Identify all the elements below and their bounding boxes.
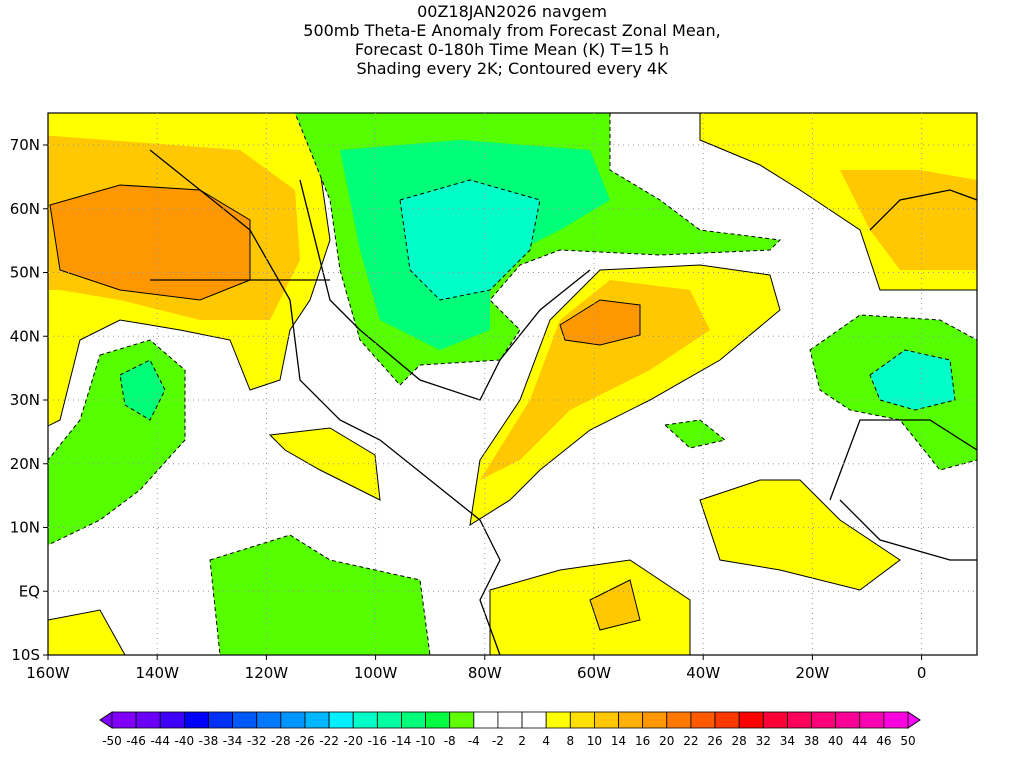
colorbar-label: 26 bbox=[707, 734, 722, 748]
colorbar-label: -2 bbox=[492, 734, 504, 748]
colorbar-swatch bbox=[859, 711, 885, 729]
gridlines bbox=[48, 113, 977, 655]
colorbar-label: 34 bbox=[780, 734, 795, 748]
colorbar-label: 46 bbox=[876, 734, 891, 748]
y-tick-label: EQ bbox=[19, 582, 40, 600]
colorbar-swatch bbox=[497, 711, 523, 729]
x-tick-label: 60W bbox=[577, 664, 611, 682]
colorbar-label: -14 bbox=[392, 734, 412, 748]
y-tick-label: 20N bbox=[10, 455, 40, 473]
colorbar-label: 44 bbox=[852, 734, 867, 748]
colorbar-label: -4 bbox=[468, 734, 480, 748]
map-frame bbox=[47, 112, 978, 656]
x-tick-label: 140W bbox=[135, 664, 179, 682]
y-axis: 70N 60N 50N 40N 30N 20N 10N EQ 10S bbox=[10, 136, 48, 664]
colorbar-label: 8 bbox=[566, 734, 574, 748]
y-tick-label: 70N bbox=[10, 136, 40, 154]
colorbar-swatch bbox=[352, 711, 378, 729]
colorbar-label: -8 bbox=[444, 734, 456, 748]
colorbar-swatch bbox=[811, 711, 837, 729]
colorbar-label: -34 bbox=[223, 734, 243, 748]
colorbar-label: -38 bbox=[199, 734, 219, 748]
colorbar-swatch bbox=[762, 711, 788, 729]
x-tick-label: 80W bbox=[468, 664, 502, 682]
colorbar-swatch bbox=[183, 711, 209, 729]
colorbar-swatch bbox=[666, 711, 692, 729]
chart-title-line-4: Shading every 2K; Contoured every 4K bbox=[356, 59, 668, 78]
colorbar-swatch bbox=[835, 711, 861, 729]
colorbar-high-arrow bbox=[907, 711, 921, 729]
colorbar-label: 14 bbox=[611, 734, 626, 748]
colorbar-label: 50 bbox=[900, 734, 915, 748]
colorbar-swatch bbox=[883, 711, 909, 729]
colorbar-swatch bbox=[111, 711, 137, 729]
y-tick-label: 10S bbox=[11, 646, 40, 664]
colorbar-label: -26 bbox=[295, 734, 315, 748]
colorbar-swatch bbox=[449, 711, 475, 729]
x-axis: 160W 140W 120W 100W 80W 60W 40W 20W 0 bbox=[26, 655, 926, 682]
colorbar-label: 28 bbox=[732, 734, 747, 748]
colorbar-low-arrow bbox=[99, 711, 113, 729]
colorbar-swatch bbox=[159, 711, 185, 729]
colorbar-swatch bbox=[569, 711, 595, 729]
colorbar-label: 38 bbox=[804, 734, 819, 748]
colorbar-label: 10 bbox=[587, 734, 602, 748]
x-tick-label: 100W bbox=[354, 664, 398, 682]
colorbar-swatch bbox=[208, 711, 234, 729]
colorbar-label: -44 bbox=[150, 734, 170, 748]
colorbar-swatch bbox=[521, 711, 547, 729]
colorbar-label: -32 bbox=[247, 734, 267, 748]
colorbar-swatch bbox=[618, 711, 644, 729]
colorbar-swatch bbox=[545, 711, 571, 729]
colorbar-label: 32 bbox=[756, 734, 771, 748]
x-tick-label: 120W bbox=[245, 664, 289, 682]
colorbar-label: -40 bbox=[175, 734, 195, 748]
colorbar-label: 16 bbox=[635, 734, 650, 748]
colorbar-swatch bbox=[135, 711, 161, 729]
x-tick-label: 40W bbox=[686, 664, 720, 682]
colorbar-swatch bbox=[473, 711, 499, 729]
chart-title-line-3: Forecast 0-180h Time Mean (K) T=15 h bbox=[354, 40, 670, 59]
y-tick-label: 30N bbox=[10, 391, 40, 409]
colorbar-swatch bbox=[256, 711, 282, 729]
colorbar-swatch bbox=[594, 711, 619, 729]
colorbar-label: -16 bbox=[368, 734, 388, 748]
colorbar-swatch bbox=[425, 711, 451, 729]
colorbar-swatch bbox=[376, 711, 402, 729]
chart-title-line-2: 500mb Theta-E Anomaly from Forecast Zona… bbox=[303, 21, 721, 40]
colorbar-swatch bbox=[786, 711, 812, 729]
colorbar-label: -46 bbox=[126, 734, 146, 748]
x-tick-label: 0 bbox=[917, 664, 927, 682]
colorbar-swatch bbox=[738, 711, 764, 729]
colorbar-label: -22 bbox=[319, 734, 339, 748]
colorbar-label: -50 bbox=[102, 734, 122, 748]
shaded-field bbox=[48, 113, 977, 655]
colorbar-label: -20 bbox=[343, 734, 363, 748]
y-tick-label: 50N bbox=[10, 264, 40, 282]
y-tick-label: 60N bbox=[10, 200, 40, 218]
colorbar-label: -10 bbox=[416, 734, 436, 748]
colorbar-swatch bbox=[232, 711, 258, 729]
coastlines bbox=[149, 149, 977, 655]
y-tick-label: 40N bbox=[10, 327, 40, 345]
colorbar-label: -28 bbox=[271, 734, 291, 748]
colorbar-label: 40 bbox=[828, 734, 843, 748]
colorbar-swatch bbox=[642, 711, 668, 729]
colorbar: -50 -46 -44 -40 -38 -34 -32 -28 -26 -22 -20 -16 -14-… bbox=[99, 711, 921, 748]
colorbar-swatch bbox=[280, 711, 306, 729]
colorbar-swatch bbox=[690, 711, 716, 729]
colorbar-label: 4 bbox=[542, 734, 550, 748]
colorbar-label: 2 bbox=[518, 734, 526, 748]
chart-title-line-1: 00Z18JAN2026 navgem bbox=[417, 2, 607, 21]
colorbar-swatch bbox=[401, 711, 426, 729]
x-tick-label: 160W bbox=[26, 664, 70, 682]
colorbar-label: 22 bbox=[683, 734, 698, 748]
x-tick-label: 20W bbox=[795, 664, 829, 682]
colorbar-label: 20 bbox=[659, 734, 674, 748]
colorbar-swatch bbox=[328, 711, 354, 729]
colorbar-swatch bbox=[304, 711, 330, 729]
colorbar-swatch bbox=[714, 711, 740, 729]
y-tick-label: 10N bbox=[10, 519, 40, 537]
